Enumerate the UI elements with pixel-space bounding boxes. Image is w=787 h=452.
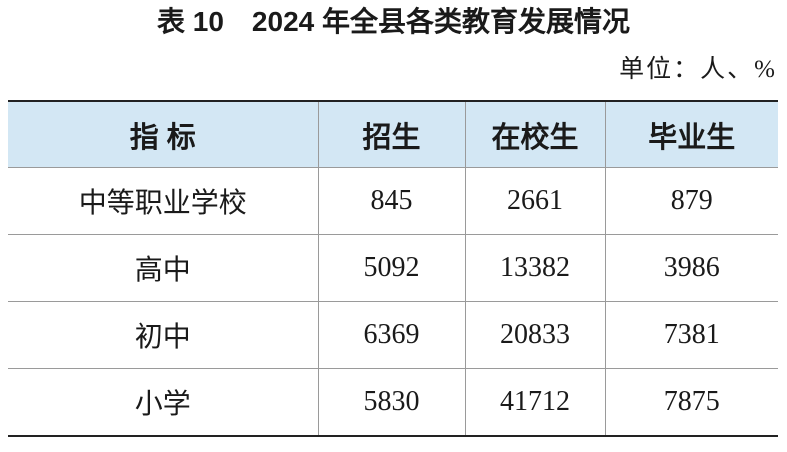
cell: 7381: [604, 301, 778, 369]
cell: 6369: [317, 301, 465, 369]
table-row: 小学 5830 41712 7875: [8, 368, 778, 437]
row-label: 小学: [8, 368, 318, 437]
table-row: 中等职业学校 845 2661 879: [8, 167, 778, 235]
row-label: 高中: [8, 234, 318, 302]
cell: 879: [604, 167, 778, 235]
cell: 845: [317, 167, 465, 235]
column-header: 毕业生: [604, 101, 778, 168]
row-label: 中等职业学校: [8, 167, 318, 235]
cell: 5092: [317, 234, 465, 302]
row-label: 初中: [8, 301, 318, 369]
table-body: 中等职业学校 845 2661 879 高中 5092 13382 3986 初中 6369 208…: [8, 167, 778, 437]
cell: 41712: [464, 368, 605, 437]
table-header: 指 标招生 在校生 毕业生: [8, 101, 778, 168]
table-title: 表 10 2024 年全县各类教育发展情况: [157, 6, 630, 37]
cell: 3986: [604, 234, 778, 302]
cell: 2661: [464, 167, 605, 235]
table-row: 初中 6369 20833 7381: [8, 301, 778, 369]
column-header: 在校生: [464, 101, 605, 168]
cell: 20833: [464, 301, 605, 369]
header-row: 指 标招生 在校生 毕业生: [8, 101, 778, 168]
cell: 13382: [464, 234, 605, 302]
data-table: 指 标招生 在校生 毕业生 中等职业学校 845 2661 879 高中 5092 13382 3…: [8, 100, 778, 437]
cell: 5830: [317, 368, 465, 437]
column-header: 指 标: [8, 101, 318, 168]
column-header: 招生: [317, 101, 465, 168]
unit-note: 单位：人、%: [619, 56, 777, 83]
table-row: 高中 5092 13382 3986: [8, 234, 778, 302]
cell: 7875: [604, 368, 778, 437]
